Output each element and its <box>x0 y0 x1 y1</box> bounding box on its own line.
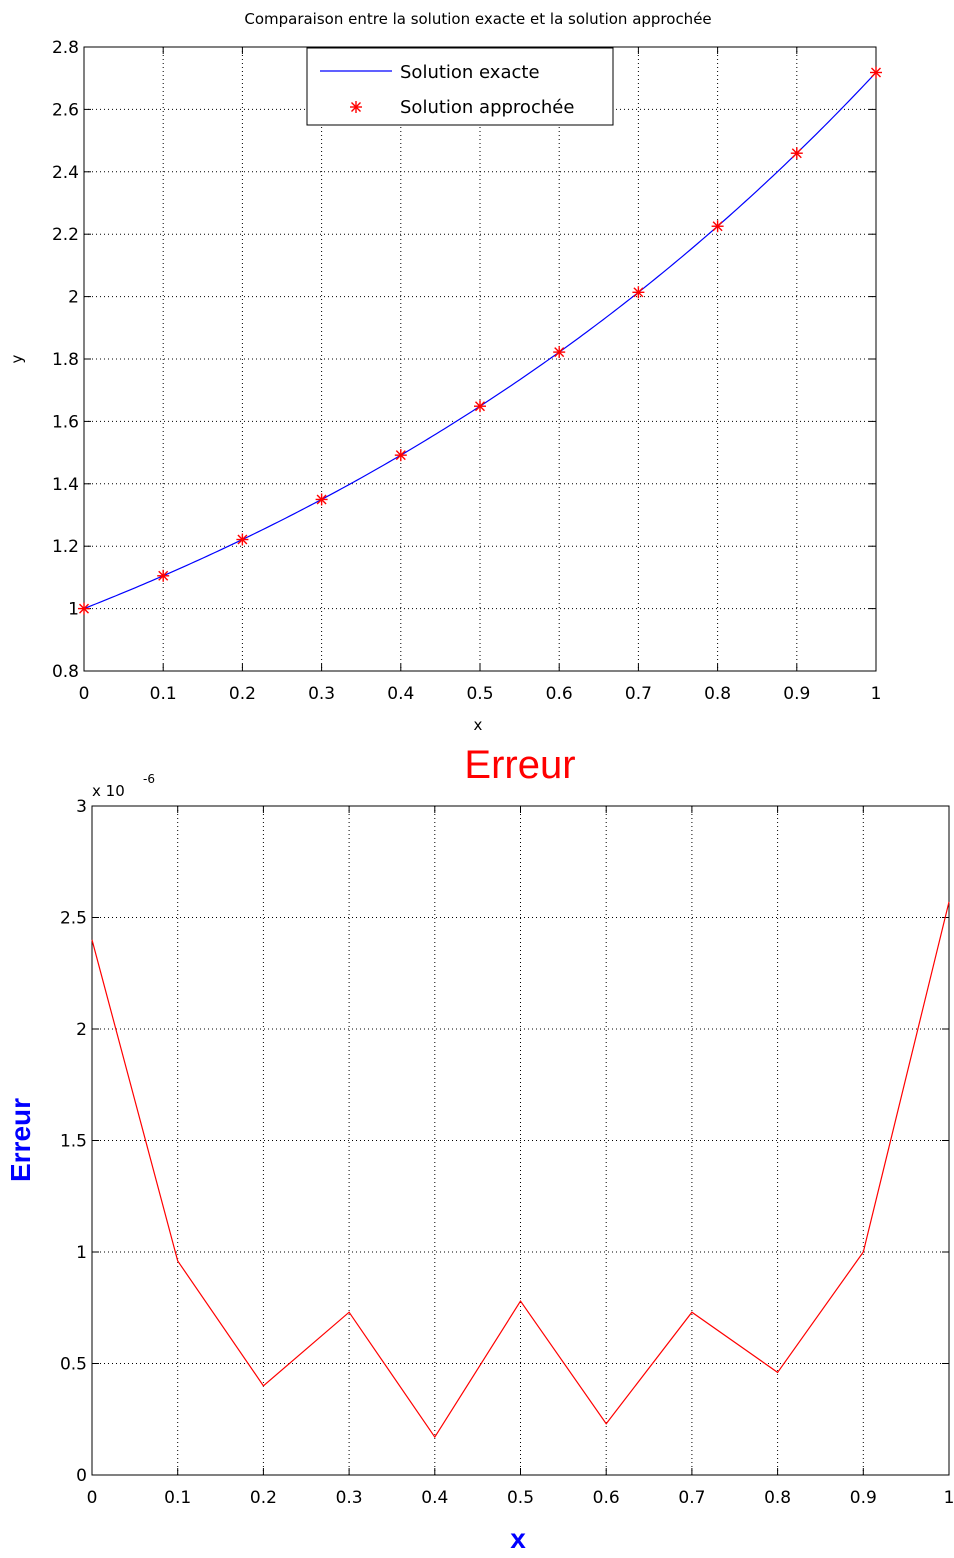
scale-multiplier: x 10 <box>92 782 125 800</box>
x-tick-label: 0.3 <box>308 684 335 704</box>
x-tick-label: 0.3 <box>336 1488 363 1508</box>
x-tick-label: 0.6 <box>593 1488 620 1508</box>
x-tick-label: 0.7 <box>678 1488 705 1508</box>
x-tick-label: 0.5 <box>507 1488 534 1508</box>
data-point-approx <box>394 449 407 462</box>
legend-label-exact: Solution exacte <box>400 62 540 83</box>
data-layer <box>91 901 950 1439</box>
x-tick-label: 0.9 <box>850 1488 877 1508</box>
y-tick-label: 2.4 <box>52 163 79 183</box>
y-tick-label: 2 <box>76 1020 87 1040</box>
x-tick-label: 1 <box>871 684 882 704</box>
data-point-approx <box>632 286 645 299</box>
y-tick-label: 0.8 <box>52 662 79 682</box>
data-point-approx <box>78 602 90 615</box>
x-tick-label: 0.4 <box>421 1488 448 1508</box>
legend-label-approx: Solution approchée <box>400 97 574 118</box>
data-point-approx <box>157 569 170 582</box>
x-ticks: 0 0.1 0.2 0.3 0.4 0.5 0.6 0.7 0.8 0.9 1 <box>79 47 882 704</box>
y-ticks: 0 0.5 1 1.5 2 2.5 3 <box>60 797 949 1486</box>
grid <box>92 806 949 1475</box>
y-tick-label: 2.5 <box>60 909 87 929</box>
x-tick-label: 0.8 <box>764 1488 791 1508</box>
x-tick-label: 0.7 <box>625 684 652 704</box>
data-point-approx <box>711 220 724 233</box>
chart-title: Erreur <box>464 743 575 787</box>
data-point-approx <box>553 346 566 359</box>
x-tick-label: 0.5 <box>466 684 493 704</box>
error-chart: Erreur x 10 -6 0 0.1 0.2 0.3 0.4 0.5 0.6 0.7 0.8… <box>5 743 954 1554</box>
x-ticks: 0 0.1 0.2 0.3 0.4 0.5 0.6 0.7 0.8 0.9 1 <box>87 806 954 1508</box>
x-tick-label: 0.6 <box>546 684 573 704</box>
x-tick-label: 0 <box>87 1488 98 1508</box>
x-axis-label: x <box>510 1523 526 1554</box>
data-layer <box>78 66 882 615</box>
x-tick-label: 0.2 <box>250 1488 277 1508</box>
y-tick-label: 1.4 <box>52 475 79 495</box>
data-point-approx <box>315 493 328 506</box>
data-point-approx <box>790 147 803 160</box>
scale-exponent: -6 <box>143 772 155 786</box>
x-axis-label: x <box>474 716 483 734</box>
y-tick-label: 1 <box>76 1243 87 1263</box>
legend-box <box>306 47 614 126</box>
y-tick-label: 1.6 <box>52 412 79 432</box>
data-point-approx <box>236 533 249 546</box>
data-point-approx <box>870 66 882 79</box>
data-point-approx <box>474 400 486 413</box>
y-tick-label: 2.2 <box>52 225 79 245</box>
y-tick-label: 0 <box>76 1466 87 1486</box>
y-axis-label: y <box>8 354 26 363</box>
y-tick-label: 1.2 <box>52 537 79 557</box>
x-tick-label: 1 <box>944 1488 954 1508</box>
y-tick-label: 3 <box>76 797 87 817</box>
y-tick-label: 1.5 <box>60 1132 87 1152</box>
y-tick-label: 2 <box>68 288 79 308</box>
y-ticks: 0.8 1 1.2 1.4 1.6 1.8 2 2.2 2.4 2.6 2.8 <box>52 38 876 682</box>
comparison-chart: Comparaison entre la solution exacte et … <box>8 10 882 734</box>
y-tick-label: 0.5 <box>60 1355 87 1375</box>
x-tick-label: 0.9 <box>783 684 810 704</box>
y-tick-label: 1.8 <box>52 350 79 370</box>
y-axis-label: Erreur <box>5 1098 36 1182</box>
chart-title: Comparaison entre la solution exacte et … <box>244 10 711 28</box>
y-tick-label: 2.8 <box>52 38 79 58</box>
x-tick-label: 0.8 <box>704 684 731 704</box>
y-tick-label: 2.6 <box>52 100 79 120</box>
x-tick-label: 0.1 <box>150 684 177 704</box>
x-tick-label: 0 <box>79 684 90 704</box>
legend: Solution exacte Solution approchée <box>306 47 614 126</box>
x-tick-label: 0.1 <box>164 1488 191 1508</box>
x-tick-label: 0.2 <box>229 684 256 704</box>
y-tick-label: 1 <box>68 600 79 620</box>
legend-marker-swatch <box>350 101 362 113</box>
x-tick-label: 0.4 <box>387 684 414 704</box>
